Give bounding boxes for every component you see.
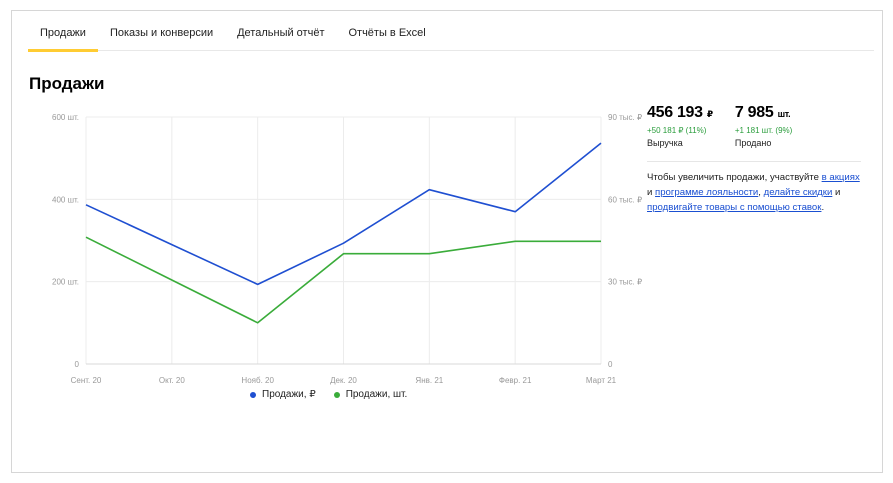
sales-panel: Продажи Показы и конверсии Детальный отч…: [11, 10, 883, 473]
revenue-unit: ₽: [706, 109, 713, 119]
legend-label-revenue: Продажи, ₽: [262, 389, 316, 400]
x-tick-label: Февр. 21: [499, 376, 532, 385]
x-tick-label: Дек. 20: [330, 376, 357, 385]
sold-value: 7 985 шт.: [734, 104, 791, 121]
x-axis: Сент. 20 Окт. 20 Нояб. 20 Дек. 20 Янв. 21 Фев…: [71, 376, 617, 385]
series-line: [85, 142, 602, 286]
right-tick-label: 90 тыс. ₽: [608, 113, 642, 122]
divider: [647, 161, 861, 162]
left-tick-label: 400 шт.: [52, 195, 79, 204]
chart-grid: [85, 116, 602, 365]
sales-tip: Чтобы увеличить продажи, участвуйте в ак…: [647, 172, 860, 213]
right-tick-label: 30 тыс. ₽: [608, 278, 642, 287]
stat-sold: 7 985 шт. +1 181 шт. (9%) Продано: [735, 104, 792, 148]
tab-impressions-conversions[interactable]: Показы и конверсии: [109, 27, 214, 39]
chart-legend: Продажи, ₽ Продажи, шт.: [250, 389, 407, 400]
legend-dot-blue: [250, 391, 256, 398]
legend-item-units[interactable]: Продажи, шт.: [333, 389, 408, 400]
right-axis: 0 30 тыс. ₽ 60 тыс. ₽ 90 тыс. ₽: [608, 113, 642, 369]
x-tick-label: Нояб. 20: [241, 376, 274, 385]
revenue-delta: +50 181 ₽ (11%): [647, 126, 707, 135]
chart-series: [85, 142, 602, 324]
right-tick-label: 60 тыс. ₽: [608, 195, 642, 204]
stat-revenue: 456 193 ₽ +50 181 ₽ (11%) Выручка: [647, 104, 713, 148]
revenue-value: 456 193 ₽: [647, 104, 713, 121]
x-tick-label: Янв. 21: [415, 376, 443, 385]
x-tick-label: Март 21: [586, 376, 617, 385]
x-tick-label: Окт. 20: [159, 376, 185, 385]
tab-bar: Продажи Показы и конверсии Детальный отч…: [28, 11, 874, 52]
left-axis: 0 200 шт. 400 шт. 600 шт.: [52, 113, 80, 369]
link-discounts[interactable]: делайте скидки: [763, 187, 833, 198]
left-tick-label: 200 шт.: [52, 278, 79, 287]
sold-unit: шт.: [777, 109, 791, 119]
tab-excel-reports[interactable]: Отчёты в Excel: [348, 27, 426, 39]
tab-sales[interactable]: Продажи: [28, 11, 98, 52]
series-line: [85, 236, 601, 324]
legend-item-revenue[interactable]: Продажи, ₽: [250, 389, 316, 400]
link-promote-bids[interactable]: продвигайте товары с помощью ставок: [647, 202, 822, 213]
stats: 456 193 ₽ +50 181 ₽ (11%) Выручка 7 985 …: [647, 104, 792, 148]
link-promotions[interactable]: в акциях: [821, 172, 860, 183]
legend-label-units: Продажи, шт.: [345, 389, 408, 400]
left-tick-label: 600 шт.: [52, 113, 79, 122]
right-tick-label: 0: [608, 360, 613, 369]
section-title: Продажи: [29, 74, 105, 93]
link-loyalty-program[interactable]: программе лояльности: [655, 187, 759, 198]
x-tick-label: Сент. 20: [71, 376, 102, 385]
legend-dot-green: [333, 391, 340, 398]
revenue-label: Выручка: [647, 138, 683, 148]
sold-delta: +1 181 шт. (9%): [734, 126, 793, 135]
sold-label: Продано: [734, 138, 772, 148]
tab-detailed-report[interactable]: Детальный отчёт: [237, 27, 325, 39]
left-tick-label: 0: [75, 360, 80, 369]
